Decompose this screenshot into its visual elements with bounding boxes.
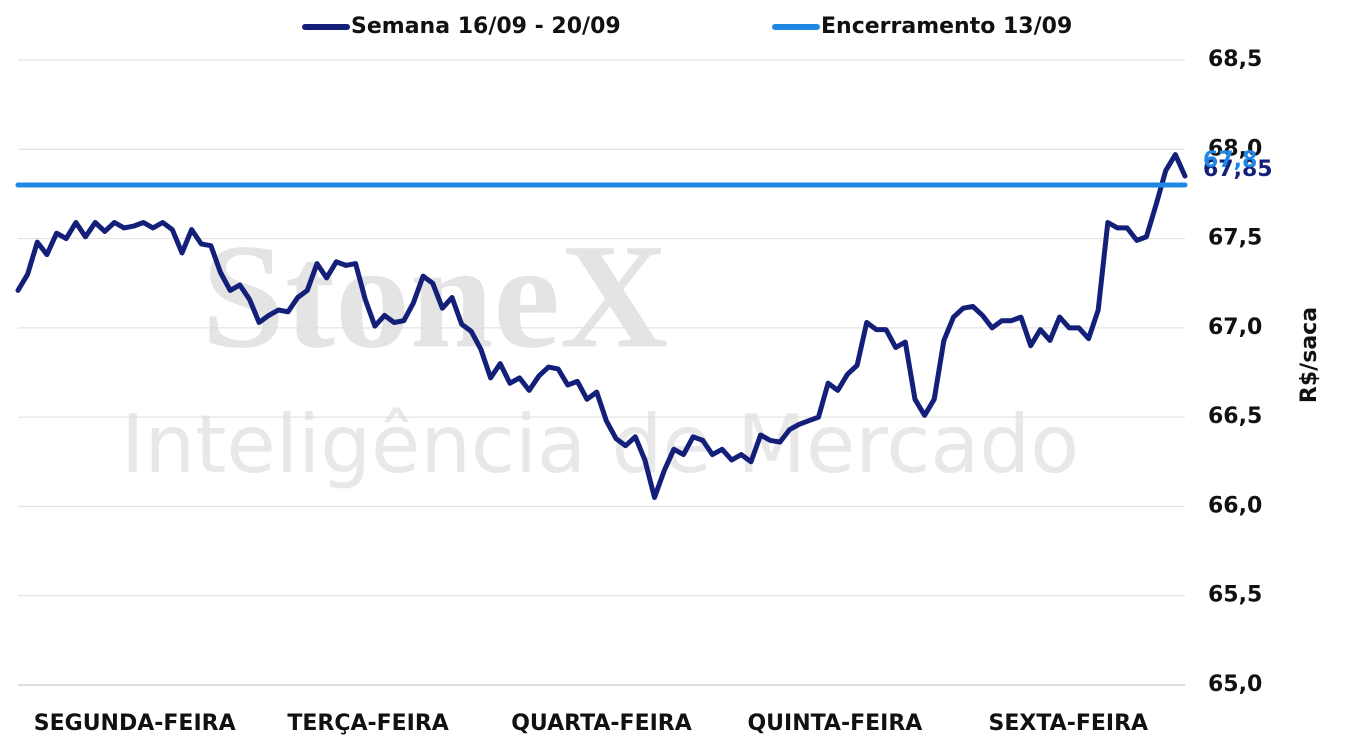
x-tick-label: QUARTA-FEIRA [511, 711, 692, 736]
x-tick-label: SEXTA-FEIRA [989, 711, 1149, 736]
y-tick-label: 66,0 [1208, 493, 1262, 518]
y-tick-label: 67,5 [1208, 226, 1262, 251]
y-tick-label: 66,5 [1208, 404, 1262, 429]
y-tick-label: 68,0 [1208, 136, 1262, 161]
x-tick-label: TERÇA-FEIRA [287, 711, 449, 736]
x-tick-label: SEGUNDA-FEIRA [34, 711, 236, 736]
y-tick-label: 67,0 [1208, 315, 1262, 340]
end-value-label: 67,8 [1203, 148, 1257, 173]
watermark-title: StoneX [202, 213, 669, 379]
y-tick-label: 65,0 [1208, 672, 1262, 697]
y-tick-label: 65,5 [1208, 583, 1262, 608]
watermark-subtitle: Inteligência de Mercado [121, 398, 1079, 491]
line-series [15, 152, 1188, 500]
x-tick-label: QUINTA-FEIRA [747, 711, 922, 736]
end-value-label: 67,85 [1203, 157, 1273, 182]
y-tick-label: 68,5 [1208, 47, 1262, 72]
y-axis-label: R$/saca [1297, 307, 1322, 403]
legend-label: Encerramento 13/09 [821, 14, 1072, 39]
legend-label: Semana 16/09 - 20/09 [351, 14, 621, 39]
